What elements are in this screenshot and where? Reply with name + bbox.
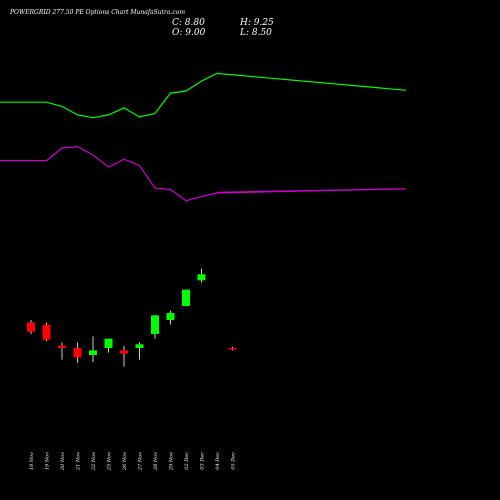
low-value: L: 8.50 bbox=[240, 28, 272, 38]
candlesticks bbox=[27, 268, 237, 367]
x-tick-label: 22 Nov bbox=[91, 452, 97, 471]
candle-body bbox=[42, 324, 51, 340]
x-tick-label: 26 Nov bbox=[122, 452, 128, 471]
candle-body bbox=[197, 274, 206, 281]
high-value: H: 9.25 bbox=[240, 18, 274, 28]
candle-body bbox=[228, 348, 237, 350]
candle-body bbox=[58, 345, 66, 348]
candle-body bbox=[166, 313, 175, 320]
close-value: C: 8.80 bbox=[172, 18, 205, 28]
x-tick-label: 28 Nov bbox=[153, 452, 159, 471]
x-tick-label: 19 Nov bbox=[45, 452, 51, 470]
series-line-purple bbox=[0, 145, 407, 202]
candle-body bbox=[89, 350, 97, 355]
candle-body bbox=[151, 315, 159, 334]
chart-title: POWERGRID 277.50 PE Options Chart Munafa… bbox=[10, 9, 186, 16]
x-axis-labels: 18 Nov 19 Nov 20 Nov 21 Nov 22 Nov 25 Nov 26 N… bbox=[29, 452, 237, 471]
x-tick-label: 03 Dec bbox=[200, 452, 206, 470]
candle-body bbox=[182, 289, 190, 306]
candle-body bbox=[104, 338, 113, 348]
indicator-lines bbox=[0, 72, 407, 202]
x-tick-label: 29 Nov bbox=[169, 452, 175, 471]
x-tick-label: 21 Nov bbox=[76, 452, 82, 471]
x-tick-label: 25 Nov bbox=[107, 452, 113, 471]
candle-body bbox=[120, 350, 128, 354]
candle-body bbox=[27, 322, 35, 332]
series-line-green bbox=[0, 72, 407, 119]
series-line-purple_extension bbox=[216, 188, 407, 193]
x-tick-label: 04 Dec bbox=[215, 452, 221, 470]
candle-body bbox=[73, 348, 82, 358]
x-tick-label: 05 Dec bbox=[231, 452, 237, 470]
open-value: O: 9.00 bbox=[172, 28, 206, 38]
candle-body bbox=[135, 344, 144, 348]
x-tick-label: 27 Nov bbox=[138, 452, 144, 471]
x-tick-label: 02 Dec bbox=[184, 452, 190, 470]
x-tick-label: 20 Nov bbox=[60, 452, 66, 471]
x-tick-label: 18 Nov bbox=[29, 452, 35, 470]
